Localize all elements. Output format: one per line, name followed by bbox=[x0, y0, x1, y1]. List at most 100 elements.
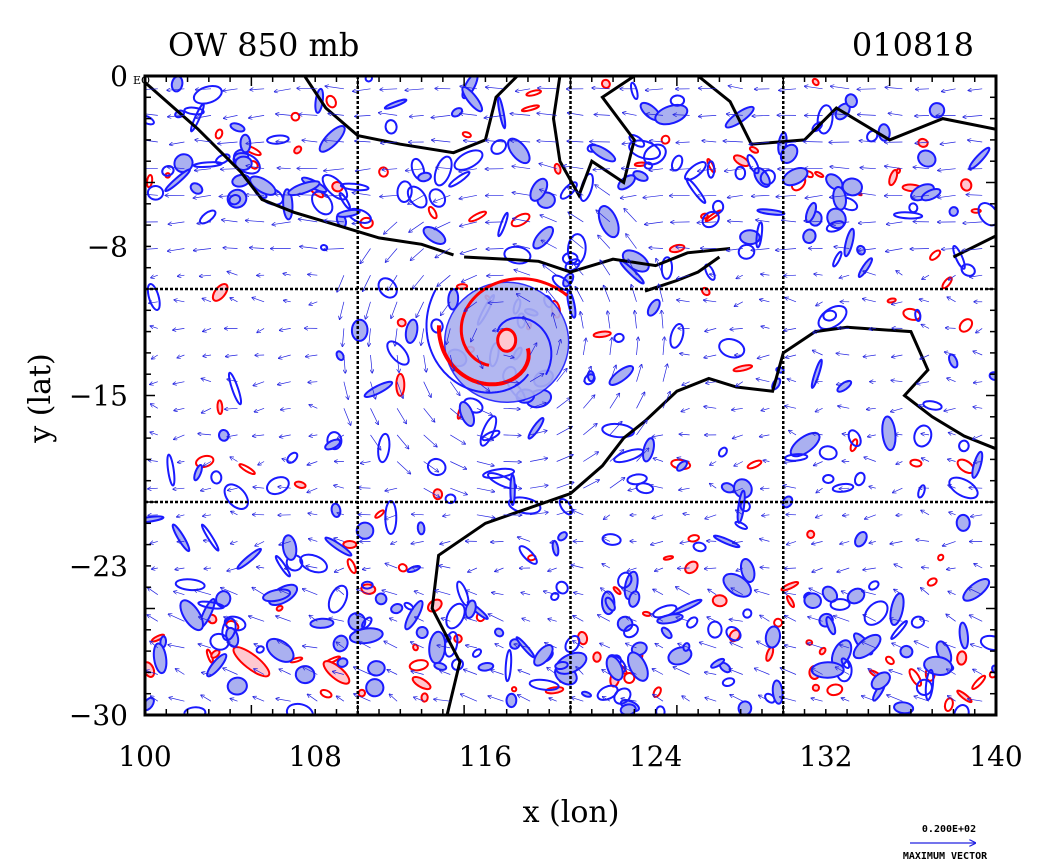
negative-contour bbox=[482, 467, 516, 480]
wind-vector bbox=[195, 169, 212, 171]
wind-vector bbox=[423, 408, 435, 422]
wind-vector bbox=[363, 275, 371, 291]
negative-contour bbox=[566, 233, 587, 266]
positive-contour bbox=[746, 459, 763, 470]
wind-vector bbox=[170, 141, 185, 145]
wind-vector bbox=[272, 221, 291, 225]
wind-vector bbox=[813, 350, 823, 356]
negative-contour bbox=[701, 210, 720, 229]
wind-vector bbox=[734, 461, 743, 467]
wind-vector bbox=[309, 615, 318, 622]
wind-vector bbox=[885, 87, 903, 89]
wind-vector bbox=[412, 514, 424, 515]
wind-vector bbox=[276, 699, 291, 702]
wind-vector bbox=[649, 248, 664, 249]
wind-vector bbox=[337, 696, 345, 702]
wind-vector bbox=[414, 591, 424, 596]
wind-vector bbox=[681, 407, 690, 411]
wind-vector bbox=[698, 168, 717, 172]
negative-contour bbox=[922, 400, 943, 411]
wind-vector bbox=[583, 480, 599, 489]
wind-vector bbox=[283, 274, 291, 276]
wind-vector bbox=[650, 485, 664, 489]
positive-contour bbox=[909, 458, 923, 468]
wind-vector bbox=[863, 299, 876, 303]
negative-contour bbox=[448, 170, 471, 188]
wind-vector bbox=[752, 115, 770, 116]
wind-vector bbox=[530, 431, 547, 436]
wind-vector bbox=[145, 88, 158, 90]
wind-vector bbox=[308, 694, 318, 702]
wind-vector bbox=[969, 488, 983, 489]
wind-vector bbox=[814, 461, 823, 466]
negative-contour bbox=[318, 125, 346, 153]
wind-vector bbox=[922, 274, 930, 279]
wind-vector bbox=[948, 485, 956, 489]
wind-vector bbox=[895, 434, 903, 435]
wind-vector bbox=[963, 115, 983, 117]
wind-vector bbox=[891, 380, 903, 381]
wind-vector bbox=[227, 567, 238, 571]
wind-vector bbox=[646, 114, 664, 116]
wind-vector bbox=[609, 365, 616, 382]
positive-contour bbox=[214, 128, 224, 140]
wind-vector bbox=[223, 668, 238, 675]
wind-vector bbox=[574, 593, 584, 595]
wind-vector bbox=[389, 694, 398, 702]
wind-vector bbox=[677, 458, 690, 462]
wind-vector bbox=[787, 541, 797, 544]
wind-vector bbox=[449, 354, 454, 371]
negative-contour bbox=[171, 523, 191, 553]
wind-vector bbox=[679, 434, 690, 435]
wind-vector bbox=[548, 619, 557, 622]
wind-vector bbox=[636, 448, 649, 462]
wind-vector bbox=[145, 248, 158, 250]
wind-vector bbox=[621, 699, 637, 702]
wind-vector bbox=[710, 274, 717, 275]
wind-vector bbox=[278, 487, 291, 489]
wind-vector bbox=[523, 317, 531, 329]
positive-contour bbox=[960, 178, 973, 192]
wind-vector bbox=[973, 351, 983, 356]
wind-vector bbox=[460, 113, 477, 115]
wind-vector bbox=[309, 301, 318, 305]
wind-vector bbox=[488, 696, 504, 702]
wind-vector bbox=[471, 328, 478, 341]
wind-vector bbox=[197, 222, 212, 224]
wind-vector bbox=[546, 289, 557, 303]
negative-contour bbox=[676, 460, 688, 472]
wind-vector bbox=[974, 382, 983, 383]
wind-vector bbox=[299, 219, 318, 223]
positive-contour bbox=[662, 555, 675, 561]
positive-contour bbox=[811, 683, 820, 692]
wind-vector bbox=[556, 455, 573, 462]
wind-vector bbox=[476, 461, 494, 466]
wind-vector bbox=[396, 434, 409, 449]
wind-vector bbox=[571, 565, 584, 569]
wind-vector bbox=[462, 274, 478, 282]
wind-vector bbox=[218, 142, 238, 144]
wind-vector bbox=[580, 312, 584, 329]
positive-contour bbox=[293, 480, 307, 489]
negative-contour bbox=[810, 661, 845, 679]
x-tick-label: 140 bbox=[969, 740, 1022, 773]
wind-vector bbox=[749, 141, 770, 144]
wind-vector bbox=[354, 694, 371, 702]
wind-vector bbox=[226, 355, 238, 357]
negative-contour bbox=[335, 350, 345, 362]
wind-vector bbox=[891, 407, 903, 411]
wind-vector bbox=[385, 487, 398, 491]
wind-vector bbox=[173, 382, 185, 384]
wind-vector bbox=[277, 168, 291, 169]
wind-vector bbox=[397, 354, 399, 372]
wind-vector bbox=[889, 670, 903, 675]
negative-contour bbox=[710, 657, 726, 669]
negative-contour bbox=[893, 701, 915, 715]
wind-vector bbox=[921, 325, 930, 329]
wind-vector bbox=[460, 221, 477, 226]
wind-vector bbox=[652, 669, 664, 675]
wind-vector bbox=[761, 488, 770, 489]
wind-vector bbox=[450, 434, 465, 444]
y-tick-label: −15 bbox=[69, 380, 128, 413]
